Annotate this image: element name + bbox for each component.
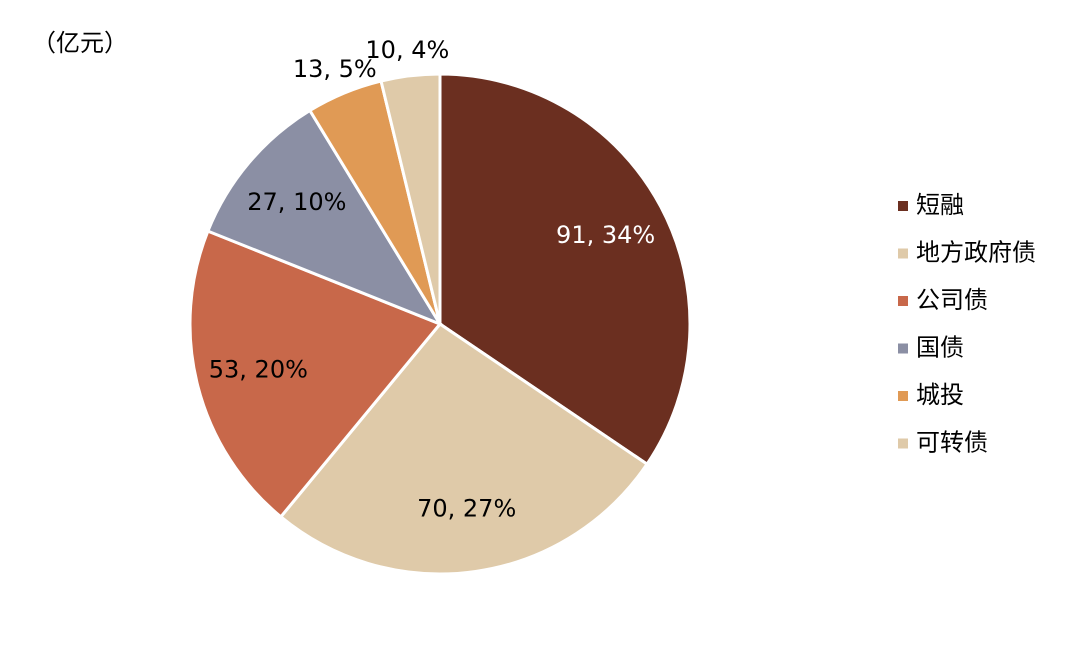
chart-title: （亿元） [32,29,128,57]
data-label: 27, 10% [247,188,346,216]
data-label: 10, 4% [365,36,449,64]
legend-swatch [898,391,908,401]
legend-swatch [898,343,908,354]
legend-label: 公司债 [916,286,988,314]
data-label: 53, 20% [209,355,308,383]
data-label: 70, 27% [417,495,516,523]
legend-label: 可转债 [916,429,988,457]
legend-label: 地方政府债 [916,239,1036,267]
legend-label: 城投 [916,381,964,409]
pie-slice [205,108,444,328]
legend-label: 短融 [916,191,964,219]
pie-slice [438,72,692,467]
legend-swatch [898,248,908,259]
legend-swatch [898,296,908,306]
legend-swatch [898,201,908,211]
pie-slice [278,321,650,576]
legend-label: 国债 [916,334,964,362]
pie-slice [188,229,443,519]
legend-swatch [898,438,908,449]
data-label: 91, 34% [556,221,655,249]
pie-slice [379,72,442,325]
data-label: 13, 5% [293,55,377,83]
